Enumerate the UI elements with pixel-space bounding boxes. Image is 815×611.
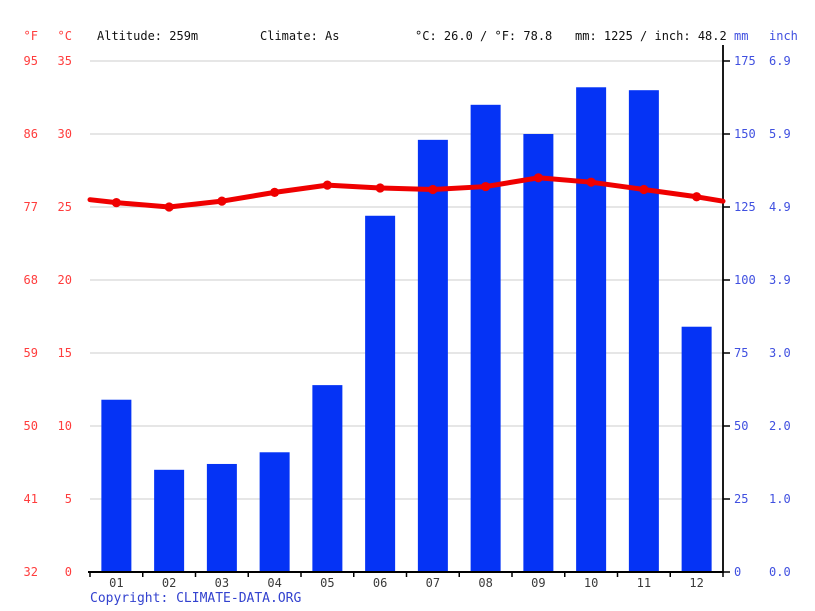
temp-point-03[interactable] — [217, 196, 227, 206]
temp-point-01[interactable] — [111, 198, 121, 208]
mm-axis-label: 125 — [734, 199, 756, 214]
mm-axis-label: 100 — [734, 272, 756, 287]
c-axis-label: 30 — [57, 126, 72, 141]
c-axis-label: 15 — [57, 345, 72, 360]
month-label-09: 09 — [531, 576, 546, 590]
month-label-11: 11 — [636, 576, 652, 590]
f-axis-label: 32 — [23, 564, 38, 579]
month-label-04: 04 — [267, 576, 282, 590]
temp-point-08[interactable] — [481, 181, 491, 192]
copyright-link[interactable]: Copyright: CLIMATE-DATA.ORG — [90, 591, 302, 606]
c-axis-label: 5 — [64, 491, 72, 506]
precip-bar-07[interactable] — [417, 139, 448, 572]
inch-axis-label: 6.9 — [769, 53, 791, 68]
mm-unit-header: mm — [734, 29, 749, 43]
inch-axis-label: 5.9 — [769, 126, 791, 141]
c-axis-label: 25 — [57, 199, 72, 214]
month-label-12: 12 — [689, 576, 704, 590]
month-label-01: 01 — [109, 576, 124, 590]
mm-axis-label: 175 — [734, 53, 756, 68]
mm-axis-label: 150 — [734, 126, 756, 141]
precip-bar-10[interactable] — [576, 87, 607, 572]
temp-point-05[interactable] — [322, 180, 332, 190]
temp-point-12[interactable] — [692, 192, 702, 202]
month-label-02: 02 — [161, 576, 177, 590]
f-axis-label: 59 — [23, 345, 38, 360]
inch-axis-label: 1.0 — [769, 491, 791, 506]
c-axis-label: 35 — [57, 53, 72, 68]
f-axis-label: 68 — [23, 272, 38, 287]
precip-bar-06[interactable] — [365, 215, 396, 572]
mm-axis-label: 0 — [734, 564, 742, 579]
temp-point-11[interactable] — [639, 184, 649, 195]
temp-point-06[interactable] — [375, 183, 385, 193]
precip-bar-03[interactable] — [206, 463, 237, 572]
f-axis-label: 41 — [23, 491, 38, 506]
precip-bar-09[interactable] — [523, 134, 554, 572]
c-axis-label: 10 — [57, 418, 72, 433]
f-axis-label: 50 — [23, 418, 38, 433]
temperature-summary: °C: 26.0 / °F: 78.8 — [415, 29, 553, 43]
temp-point-10[interactable] — [586, 177, 596, 187]
mm-axis-label: 75 — [734, 345, 749, 360]
month-label-10: 10 — [583, 576, 599, 590]
inch-axis-label: 3.0 — [769, 345, 791, 360]
f-unit-header: °F — [23, 29, 38, 43]
month-label-07: 07 — [425, 576, 441, 590]
month-label-08: 08 — [478, 576, 493, 590]
temp-point-02[interactable] — [164, 202, 174, 212]
precip-bar-04[interactable] — [259, 452, 290, 572]
temp-point-07[interactable] — [428, 184, 438, 195]
precip-bar-02[interactable] — [154, 469, 185, 572]
climate-type-label: Climate: As — [260, 29, 340, 43]
inch-axis-label: 3.9 — [769, 272, 791, 287]
inch-unit-header: inch — [769, 29, 798, 43]
f-axis-label: 95 — [23, 53, 38, 68]
precip-bar-12[interactable] — [681, 326, 712, 572]
inch-axis-label: 2.0 — [769, 418, 791, 433]
temp-point-04[interactable] — [270, 187, 280, 197]
f-axis-label: 86 — [23, 126, 38, 141]
temperature-line — [87, 175, 726, 210]
month-label-05: 05 — [320, 576, 335, 590]
c-unit-header: °C — [57, 29, 72, 43]
mm-axis-label: 50 — [734, 418, 749, 433]
c-axis-label: 0 — [64, 564, 72, 579]
mm-axis-label: 25 — [734, 491, 749, 506]
precip-bar-05[interactable] — [312, 385, 343, 572]
inch-axis-label: 0.0 — [769, 564, 791, 579]
altitude-label: Altitude: 259m — [97, 29, 199, 43]
inch-axis-label: 4.9 — [769, 199, 791, 214]
precip-bar-11[interactable] — [628, 90, 659, 572]
f-axis-label: 77 — [23, 199, 38, 214]
month-label-06: 06 — [372, 576, 388, 590]
temp-point-09[interactable] — [533, 173, 543, 183]
precip-bar-08[interactable] — [470, 104, 501, 573]
precip-bar-01[interactable] — [101, 399, 132, 572]
month-label-03: 03 — [214, 576, 230, 590]
precipitation-summary: mm: 1225 / inch: 48.2 — [575, 29, 727, 43]
c-axis-label: 20 — [57, 272, 72, 287]
